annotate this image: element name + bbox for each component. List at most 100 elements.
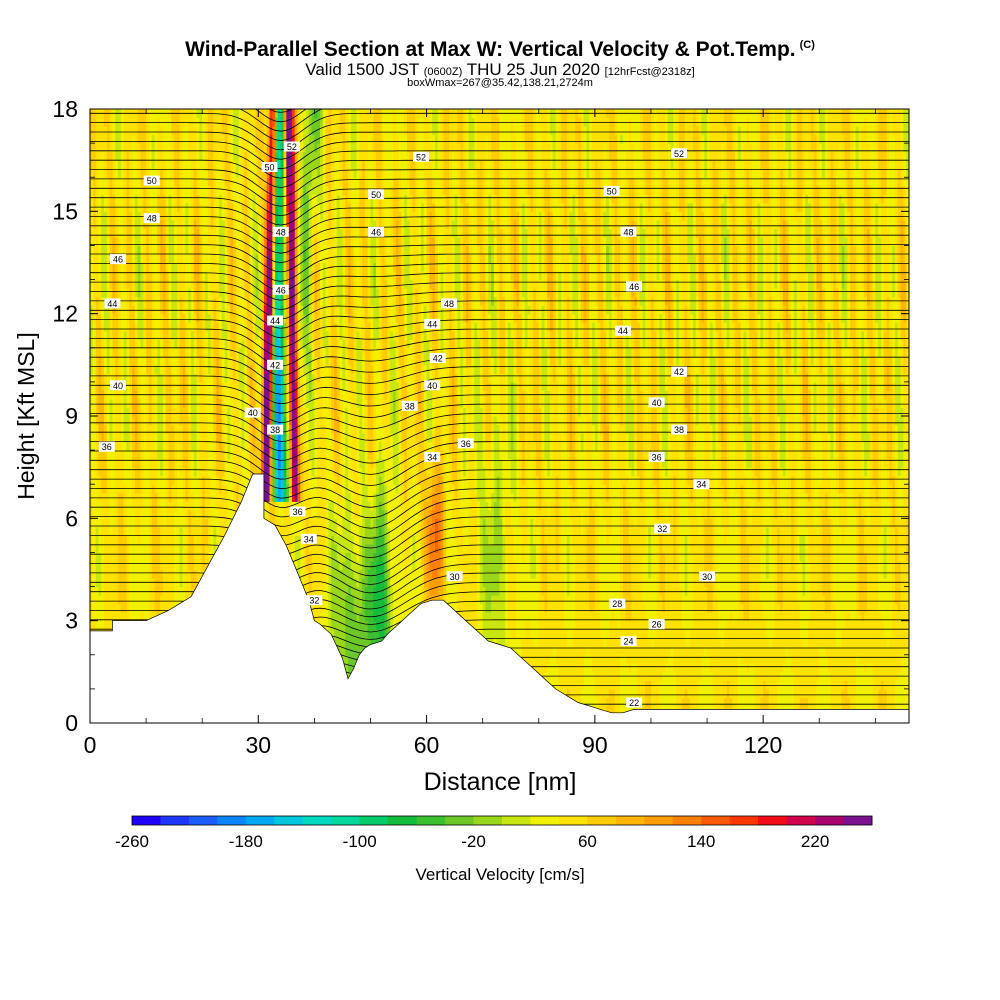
field-cell <box>106 398 111 409</box>
field-cell <box>98 475 102 485</box>
field-cell <box>199 356 203 366</box>
field-cell <box>95 236 100 247</box>
field-cell <box>106 603 111 613</box>
field-cell <box>252 194 257 204</box>
field-cell <box>137 117 142 127</box>
field-cell <box>182 168 186 178</box>
field-cell <box>277 271 282 281</box>
field-cell <box>134 407 139 417</box>
field-cell <box>171 134 175 144</box>
field-cell <box>146 398 150 409</box>
field-cell <box>157 271 161 281</box>
field-cell <box>98 288 102 298</box>
field-cell <box>207 228 212 238</box>
field-cell <box>193 526 198 536</box>
field-cell <box>266 117 271 127</box>
field-cell <box>190 398 195 409</box>
field-cell <box>275 262 279 272</box>
field-cell <box>174 339 178 349</box>
field-cell <box>249 160 254 170</box>
field-cell <box>165 219 170 229</box>
field-cell <box>148 185 153 195</box>
field-cell <box>227 424 231 434</box>
field-cell <box>238 381 243 392</box>
field-cell <box>182 236 186 247</box>
field-cell <box>129 535 133 545</box>
field-cell <box>224 364 229 374</box>
field-cell <box>235 109 240 119</box>
field-cell <box>98 526 102 536</box>
field-cell <box>112 398 116 409</box>
field-cell <box>244 245 248 255</box>
field-cell <box>269 339 273 349</box>
field-cell <box>115 356 119 366</box>
field-cell <box>112 612 116 622</box>
field-cell <box>213 126 217 136</box>
field-cell <box>221 185 226 195</box>
field-cell <box>216 398 220 409</box>
field-cell <box>126 151 130 161</box>
field-cell <box>188 126 192 136</box>
field-cell <box>221 151 226 161</box>
field-cell <box>157 586 161 596</box>
field-cell <box>151 552 156 562</box>
field-cell <box>210 475 215 485</box>
field-cell <box>134 560 139 571</box>
field-cell <box>233 322 237 332</box>
field-cell <box>115 151 119 161</box>
field-cell <box>157 475 161 485</box>
field-cell <box>202 560 206 571</box>
field-cell <box>176 441 181 451</box>
field-cell <box>219 441 223 451</box>
field-cell <box>168 313 172 323</box>
field-cell <box>151 509 156 519</box>
field-cell <box>104 492 108 502</box>
field-cell <box>165 245 170 255</box>
field-cell <box>174 236 178 247</box>
field-cell <box>196 253 200 264</box>
field-cell <box>249 168 254 178</box>
field-cell <box>129 211 133 221</box>
field-cell <box>104 458 108 468</box>
field-cell <box>157 219 161 229</box>
field-cell <box>126 612 130 622</box>
field-cell <box>115 586 119 596</box>
field-cell <box>92 612 97 622</box>
field-cell <box>132 356 136 366</box>
field-cell <box>261 109 265 119</box>
field-cell <box>255 228 259 238</box>
field-cell <box>275 194 279 204</box>
field-cell <box>95 407 100 417</box>
field-cell <box>115 458 119 468</box>
field-cell <box>123 492 128 502</box>
field-cell <box>134 339 139 349</box>
field-cell <box>132 245 136 255</box>
field-cell <box>188 245 192 255</box>
field-cell <box>205 330 209 340</box>
field-cell <box>106 185 111 195</box>
field-cell <box>230 305 234 315</box>
field-cell <box>241 211 245 221</box>
field-cell <box>162 560 167 571</box>
field-cell <box>227 126 231 136</box>
field-cell <box>261 441 265 451</box>
field-cell <box>221 109 226 119</box>
field-cell <box>146 595 150 605</box>
field-cell <box>224 330 229 340</box>
field-cell <box>151 126 156 136</box>
field-cell <box>134 168 139 178</box>
field-cell <box>140 543 144 554</box>
field-cell <box>266 330 271 340</box>
field-cell <box>115 322 119 332</box>
field-cell <box>90 160 94 170</box>
field-cell <box>165 364 170 374</box>
field-cell <box>106 236 111 247</box>
field-cell <box>123 364 128 374</box>
field-cell <box>277 117 282 127</box>
field-cell <box>120 424 125 434</box>
field-cell <box>202 322 206 332</box>
field-cell <box>205 194 209 204</box>
field-cell <box>261 347 265 357</box>
field-cell <box>146 194 150 204</box>
field-cell <box>227 492 231 502</box>
